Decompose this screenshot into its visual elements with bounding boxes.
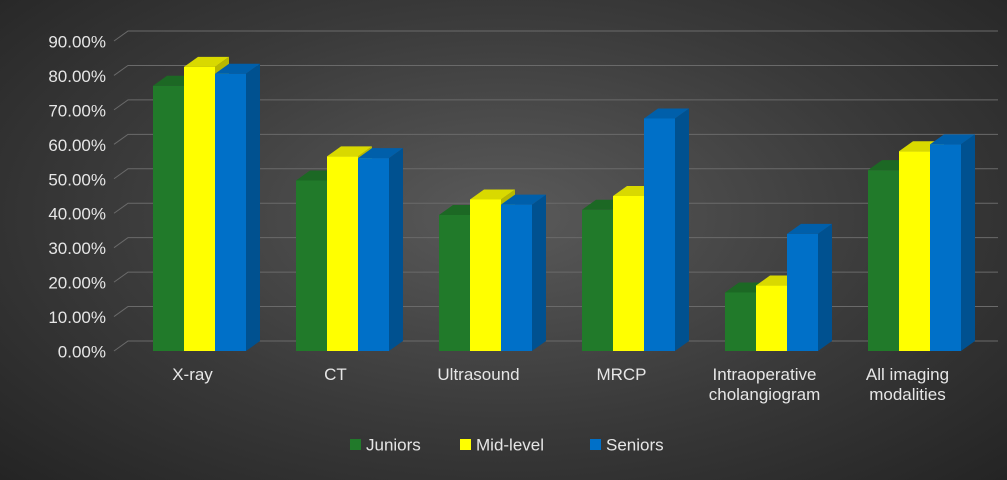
legend-swatch [350, 439, 361, 450]
y-tick-label: 30.00% [48, 239, 106, 258]
bar-side [961, 134, 975, 351]
bar-front [787, 233, 818, 351]
bar [358, 148, 403, 351]
grid-line [113, 133, 998, 145]
bar-front [644, 118, 675, 351]
y-tick-label: 90.00% [48, 32, 106, 51]
bar-side [246, 63, 260, 351]
grid-line [113, 99, 998, 111]
bar-front [582, 209, 613, 351]
bar-front [613, 196, 644, 351]
bar-side [389, 148, 403, 351]
bar-front [215, 73, 246, 351]
y-tick-label: 50.00% [48, 170, 106, 189]
legend-label: Juniors [366, 435, 421, 454]
bar-front [501, 204, 532, 351]
bar-top [215, 63, 260, 74]
bar [215, 63, 260, 351]
bar-top [184, 56, 229, 67]
grid-line [113, 30, 998, 42]
grid-line [113, 237, 998, 249]
bar-top [327, 146, 372, 157]
bar-top [787, 223, 832, 234]
bar-side [532, 194, 546, 351]
bar-top [644, 108, 689, 119]
legend-label: Seniors [606, 435, 664, 454]
bar-side [818, 223, 832, 351]
bar-side [675, 108, 689, 351]
bar-front [296, 180, 327, 351]
x-tick-label: Intraoperative cholangiogram [708, 365, 821, 404]
bar-top [930, 134, 975, 145]
y-tick-label: 60.00% [48, 136, 106, 155]
bar-front [756, 285, 787, 351]
bar-front [868, 170, 899, 351]
grid-line [113, 271, 998, 283]
bar [501, 194, 546, 351]
bar-front [725, 292, 756, 351]
bar-front [153, 85, 184, 352]
y-tick-label: 70.00% [48, 101, 106, 120]
bar-front [930, 144, 961, 351]
bar-front [439, 214, 470, 351]
legend-swatch [460, 439, 471, 450]
grid-line [113, 340, 998, 352]
x-tick-label: X-ray [172, 365, 213, 384]
grid-line [113, 306, 998, 317]
bar-top [358, 148, 403, 159]
x-tick-label: All imaging modalities [865, 365, 950, 404]
bar-front [327, 156, 358, 351]
legend-swatch [590, 439, 601, 450]
grid-line [113, 64, 998, 76]
y-tick-label: 20.00% [48, 274, 106, 293]
y-tick-label: 40.00% [48, 205, 106, 224]
grid-line [113, 202, 998, 214]
bar-front [358, 158, 389, 351]
y-tick-label: 10.00% [48, 308, 106, 327]
legend-label: Mid-level [476, 435, 544, 454]
bar-front [899, 151, 930, 351]
y-tick-label: 80.00% [48, 67, 106, 86]
grid-line [113, 168, 998, 180]
y-tick-label: 0.00% [58, 342, 106, 361]
bar-top [470, 189, 515, 200]
x-tick-label: CT [324, 365, 347, 384]
x-tick-label: MRCP [596, 365, 647, 384]
bar [787, 223, 832, 351]
bar-front [184, 66, 215, 351]
bar-front [470, 199, 501, 351]
bar [644, 108, 689, 351]
bar-top [501, 194, 546, 205]
bar [930, 134, 975, 351]
x-tick-label: Ultrasound [437, 365, 520, 384]
